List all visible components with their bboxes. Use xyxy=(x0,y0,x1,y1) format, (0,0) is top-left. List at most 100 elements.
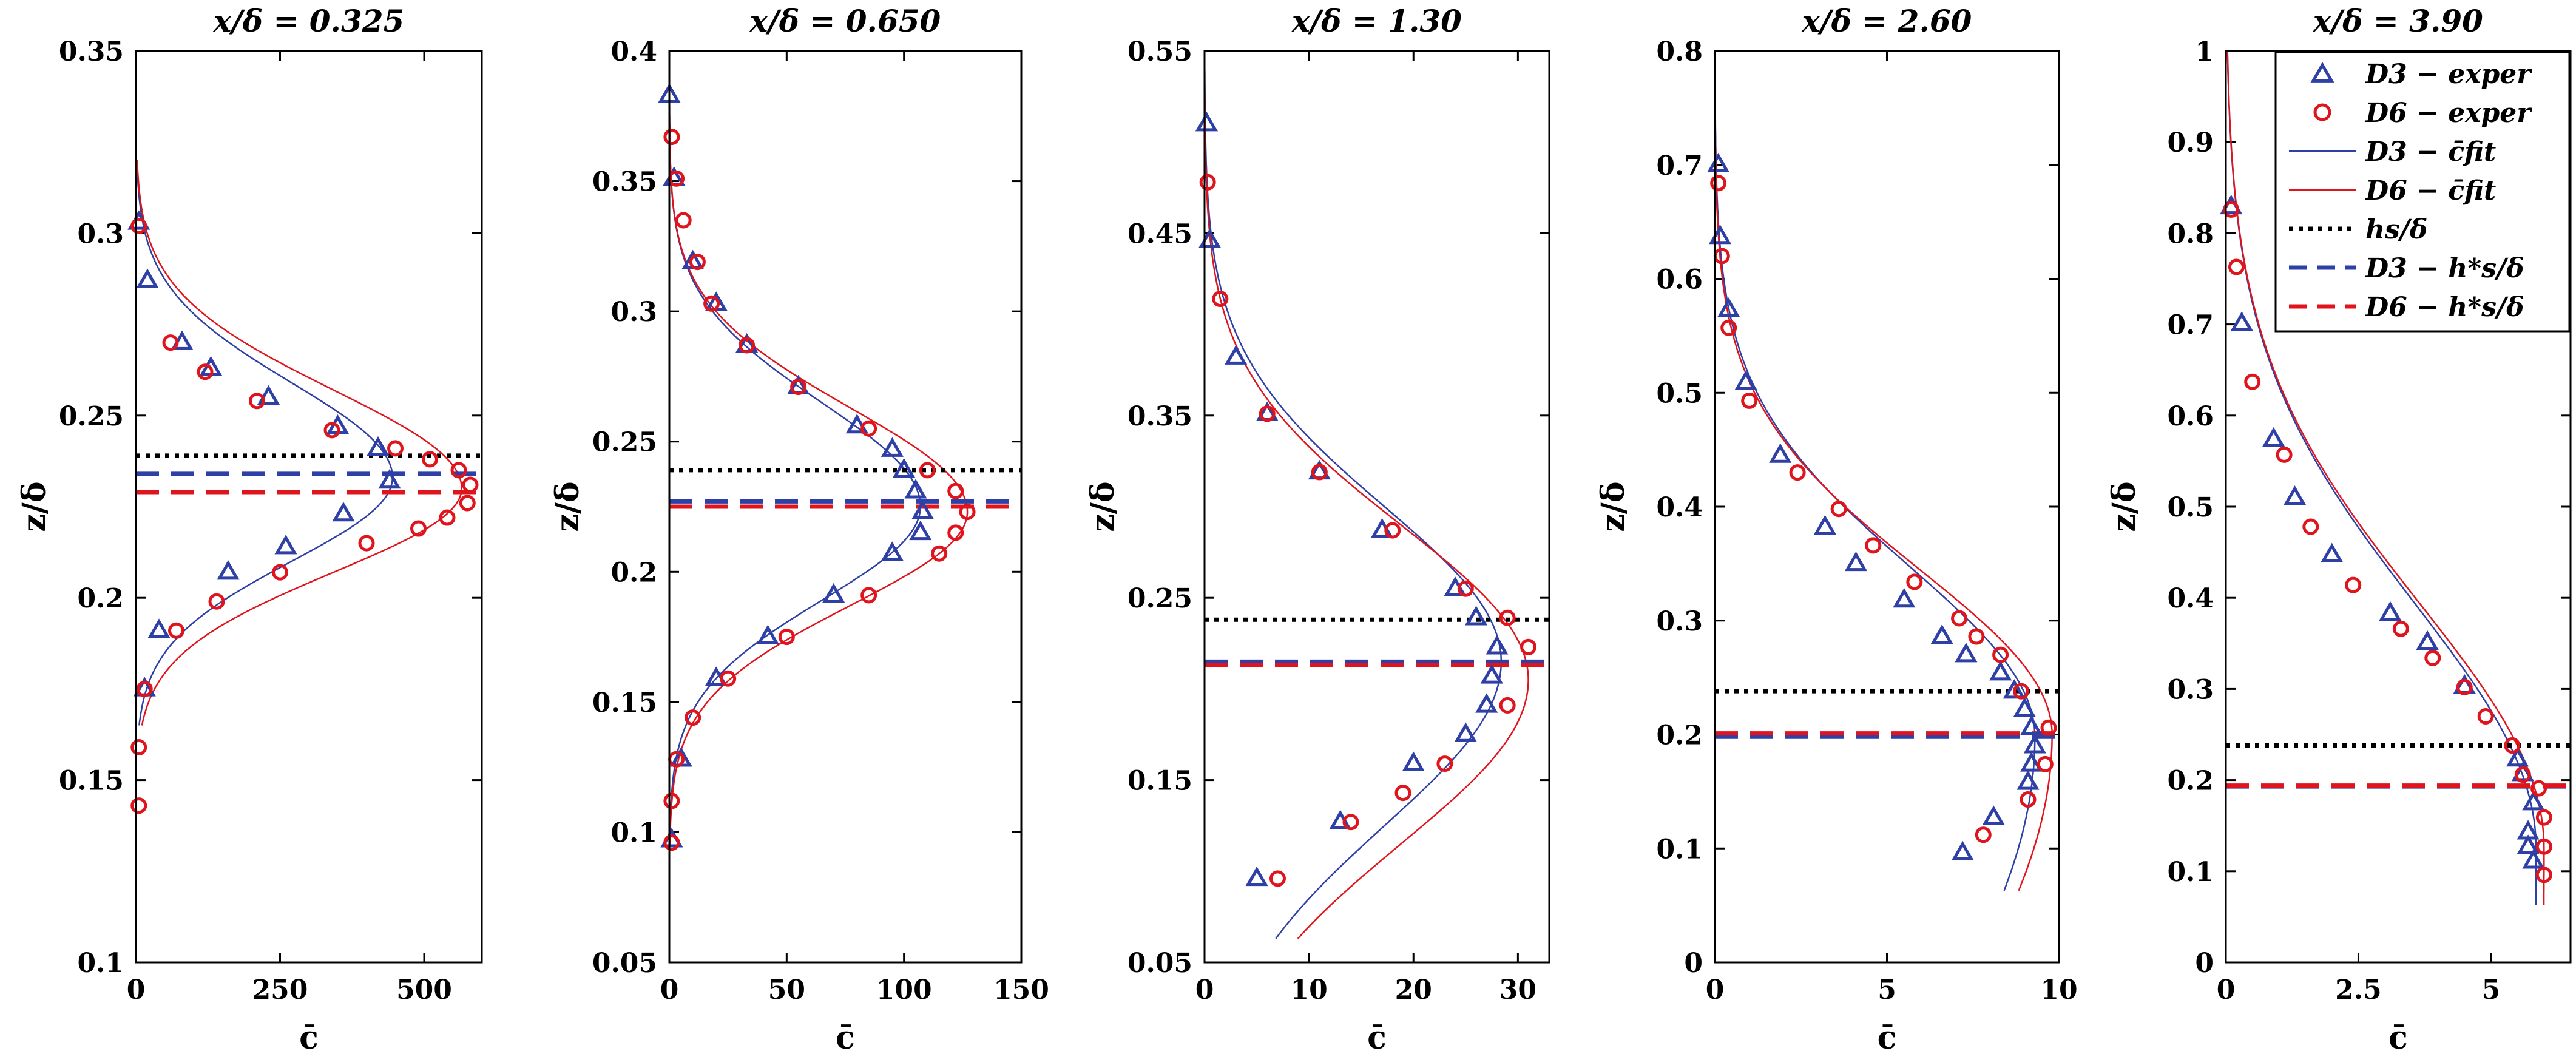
y-tick-label: 0.6 xyxy=(1656,265,1703,296)
d6-point xyxy=(685,709,701,726)
d3-point xyxy=(2506,747,2529,767)
y-axis-label: z/δ xyxy=(1084,481,1121,532)
d3-point xyxy=(2517,834,2540,854)
d3-point xyxy=(1893,587,1916,608)
panel-title: x/δ = 0.325 xyxy=(213,3,405,39)
y-tick-label: 0.15 xyxy=(59,766,124,797)
plot-area xyxy=(1205,69,1549,939)
x-tick-label: 0 xyxy=(2217,975,2236,1005)
d3-point xyxy=(2522,791,2545,811)
y-axis-label: z/δ xyxy=(16,481,53,532)
d6-point xyxy=(136,680,153,697)
d6-point xyxy=(1968,628,1985,645)
panel-4: x/δ = 2.60 0 0.1 0.2 0.3 0.4 0.5 0.6 0.7 0.8 0 5 10 c… xyxy=(1595,3,2078,1054)
d3-point xyxy=(909,520,932,541)
y-tick-label: 0 xyxy=(1684,948,1703,979)
d6-fit-line xyxy=(669,90,969,845)
y-tick-label: 0.15 xyxy=(592,687,657,718)
d3-point xyxy=(1464,606,1488,626)
d6-point xyxy=(2020,791,2037,808)
d6-point xyxy=(1269,870,1286,887)
d3-point xyxy=(1982,805,2005,825)
d3-point xyxy=(1402,751,1425,771)
d3-point xyxy=(147,618,171,638)
d6-fit-line xyxy=(136,160,462,726)
d6-point xyxy=(2037,755,2054,772)
y-tick-label: 0.1 xyxy=(610,817,657,848)
x-tick-label: 100 xyxy=(876,975,932,1005)
legend: D3 − exper D6 − exper D3 − c̄fit D6 − c̄fit… xyxy=(2274,51,2571,333)
d6-point xyxy=(720,670,737,687)
d6-point xyxy=(2040,719,2057,736)
d6-point xyxy=(197,363,214,380)
d6-point xyxy=(1992,646,2009,663)
d6-point xyxy=(410,520,427,537)
d3-point xyxy=(1454,722,1477,742)
legend-triangle-icon xyxy=(2310,61,2334,83)
x-tick-label: 10 xyxy=(1291,975,1328,1005)
y-tick-label: 0.3 xyxy=(2167,674,2214,705)
d3-point xyxy=(1245,866,1268,887)
d6-point xyxy=(860,420,877,437)
x-tick-label: 0 xyxy=(127,975,146,1005)
d3-point xyxy=(274,535,297,555)
panel-title: x/δ = 1.30 xyxy=(1291,3,1462,39)
d6-point xyxy=(663,792,680,809)
d3-point xyxy=(1480,664,1503,684)
d6-point xyxy=(2535,838,2552,855)
d6-point xyxy=(2302,518,2319,535)
d6-point xyxy=(689,254,706,271)
x-tick-label: 150 xyxy=(993,975,1049,1005)
y-tick-label: 0.1 xyxy=(2167,857,2214,888)
plot-area xyxy=(136,160,482,726)
d6-fit-line xyxy=(1715,51,2053,891)
y-tick-label: 0.5 xyxy=(1656,378,1703,409)
d3-fit-line xyxy=(1715,51,2036,891)
d6-point xyxy=(1975,826,1992,843)
d3-point xyxy=(1717,297,1740,317)
y-axis-label: z/δ xyxy=(1595,481,1632,532)
panel-3: x/δ = 1.30 0.05 0.15 0.25 0.35 0.45 0.55 0 10 20 3… xyxy=(1084,3,1550,1054)
plot-frame xyxy=(2225,50,2572,964)
d6-point xyxy=(2223,201,2240,218)
d6-point xyxy=(387,440,404,457)
d6-point xyxy=(1311,464,1328,481)
d6-point xyxy=(663,129,680,146)
d3-point xyxy=(1813,515,1837,535)
plot-area xyxy=(1715,51,2059,891)
d6-point xyxy=(2276,446,2293,463)
d6-point xyxy=(1789,464,1806,481)
d6-point xyxy=(1830,501,1847,518)
d6-point xyxy=(790,379,807,396)
d6-point xyxy=(2228,258,2245,275)
d6-point xyxy=(462,476,479,493)
y-tick-label: 0.35 xyxy=(1127,401,1192,432)
d6-point xyxy=(1436,755,1453,772)
x-axis-label: c̄ xyxy=(299,1019,319,1054)
d6-point xyxy=(358,535,375,552)
legend-label: D6 − exper xyxy=(2364,98,2532,129)
d3-point xyxy=(2522,849,2545,869)
y-axis-label: z/δ xyxy=(2106,481,2143,532)
d3-point xyxy=(881,437,904,457)
d6-point xyxy=(778,629,795,646)
d6-point xyxy=(919,462,936,479)
x-tick-label: 0 xyxy=(1706,975,1725,1005)
x-tick-label: 50 xyxy=(768,975,805,1005)
d6-point xyxy=(1199,174,1216,191)
d6-point xyxy=(2392,620,2409,637)
d3-point xyxy=(822,583,845,603)
d6-point xyxy=(130,739,147,756)
y-tick-label: 0.4 xyxy=(610,36,657,67)
legend-label: hs/δ xyxy=(2365,214,2427,245)
y-tick-label: 0.9 xyxy=(2167,127,2214,158)
d6-point xyxy=(1394,785,1411,802)
y-tick-label: 0.3 xyxy=(1656,606,1703,637)
d6-point xyxy=(860,587,877,604)
y-tick-label: 0.05 xyxy=(592,948,657,979)
d3-point xyxy=(881,541,904,561)
d6-point xyxy=(2535,809,2552,826)
x-tick-label: 0 xyxy=(660,975,679,1005)
d6-point xyxy=(1720,319,1737,336)
